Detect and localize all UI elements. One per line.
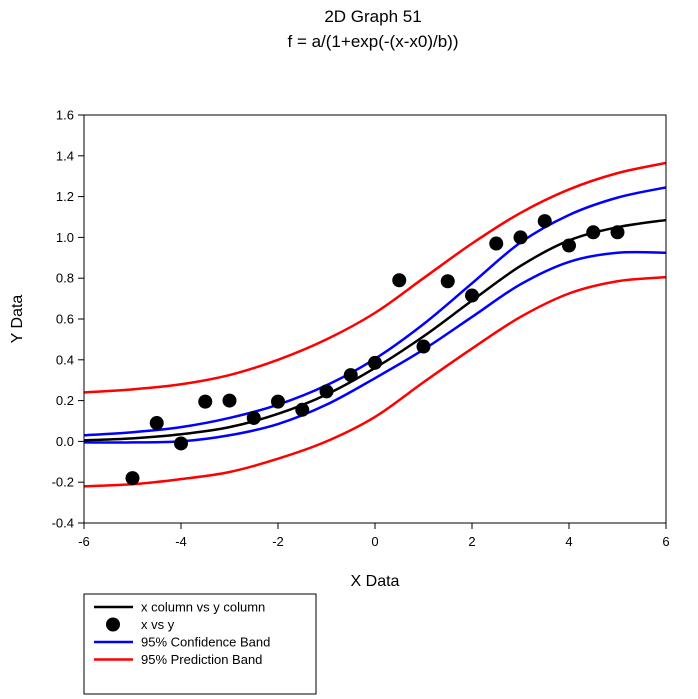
data-point <box>368 355 382 370</box>
data-point <box>392 273 407 288</box>
x-tick-label: 6 <box>662 534 669 549</box>
series-line-lower <box>83 275 667 488</box>
chart-title-text: 2D Graph 51 <box>324 7 421 26</box>
data-point <box>489 236 504 251</box>
y-tick-label: 0.6 <box>56 312 74 327</box>
series-layer <box>83 161 667 488</box>
data-point <box>440 274 455 289</box>
legend-label: x vs y <box>141 617 175 632</box>
data-point <box>319 384 334 399</box>
series-line-upper <box>83 161 667 394</box>
y-tick-label: 1.4 <box>56 148 74 163</box>
y-tick-label: -0.2 <box>52 475 74 490</box>
data-point <box>222 393 237 408</box>
plot-frame <box>83 114 667 524</box>
x-tick-label: -2 <box>272 534 284 549</box>
data-point <box>149 416 164 431</box>
y-tick-label: 0.2 <box>56 393 74 408</box>
data-point <box>271 394 285 409</box>
series-line-upper <box>83 218 667 442</box>
series-line-upper <box>83 186 667 437</box>
x-tick-label: -6 <box>78 534 90 549</box>
y-tick-label: 1.6 <box>56 108 74 123</box>
data-point <box>174 436 188 451</box>
data-point <box>198 394 213 409</box>
legend-box <box>83 593 317 695</box>
data-point <box>343 368 358 383</box>
legend-items: x column vs y column x vs y 95% Confidence… <box>94 600 270 667</box>
chart-subtitle-text: f = a/(1+exp(-(x-x0)/b)) <box>288 32 459 51</box>
data-point <box>465 288 479 303</box>
data-point <box>295 402 310 417</box>
data-point <box>586 225 601 240</box>
y-tick-label: -0.4 <box>52 516 74 531</box>
y-tick-label: 0.0 <box>56 434 74 449</box>
y-tick-label: 0.8 <box>56 271 74 286</box>
x-tick-label: 2 <box>468 534 475 549</box>
legend-swatch-marker <box>106 617 120 632</box>
series-line-lower <box>83 250 667 444</box>
legend-label: x column vs y column <box>141 600 265 615</box>
legend-label: 95% Confidence Band <box>141 635 270 650</box>
data-point <box>537 214 552 229</box>
data-point <box>513 230 528 245</box>
chart-title: 2D Graph 51 f = a/(1+exp(-(x-x0)/b)) <box>288 7 459 51</box>
data-point <box>416 339 431 354</box>
y-tick-label: 1.0 <box>56 230 74 245</box>
legend: x column vs y column x vs y 95% Confidence… <box>83 593 317 695</box>
data-point <box>246 410 261 425</box>
y-axis-label: Y Data <box>9 295 26 344</box>
x-axis-label: X Data <box>351 573 400 590</box>
legend-label: 95% Prediction Band <box>141 652 262 667</box>
y-axis: -0.4 -0.2 0.0 0.2 0.4 0.6 0.8 1.0 1.2 1.4 1.6 <box>52 108 84 531</box>
y-tick-label: 0.4 <box>56 352 74 367</box>
data-point <box>125 471 140 486</box>
y-tick-label: 1.2 <box>56 189 74 204</box>
x-axis: -6 -4 -2 0 2 4 6 <box>78 523 670 549</box>
data-point <box>610 225 625 240</box>
x-tick-label: -4 <box>175 534 187 549</box>
x-tick-label: 0 <box>371 534 378 549</box>
x-tick-label: 4 <box>565 534 572 549</box>
data-point <box>562 238 576 253</box>
